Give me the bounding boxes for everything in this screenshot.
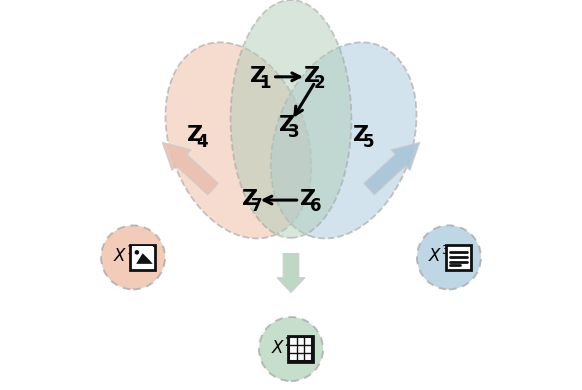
- Circle shape: [101, 225, 165, 289]
- Circle shape: [259, 317, 323, 381]
- Text: $X^1$: $X^1$: [112, 246, 134, 266]
- Ellipse shape: [271, 42, 417, 239]
- Text: Z: Z: [300, 189, 317, 209]
- Text: 2: 2: [314, 74, 325, 92]
- Circle shape: [417, 225, 481, 289]
- FancyArrow shape: [277, 254, 305, 292]
- Text: Z: Z: [353, 124, 369, 145]
- Circle shape: [134, 250, 139, 255]
- FancyArrow shape: [364, 142, 420, 195]
- Text: Z: Z: [250, 66, 266, 86]
- Ellipse shape: [165, 42, 311, 239]
- Polygon shape: [133, 253, 153, 264]
- FancyBboxPatch shape: [288, 336, 313, 362]
- Text: Z: Z: [304, 66, 321, 86]
- Text: $X^2$: $X^2$: [271, 337, 292, 358]
- FancyBboxPatch shape: [132, 246, 154, 257]
- Text: 1: 1: [259, 74, 271, 92]
- Text: 7: 7: [251, 197, 263, 215]
- FancyBboxPatch shape: [446, 245, 471, 270]
- FancyArrow shape: [162, 142, 218, 195]
- Text: 4: 4: [197, 133, 208, 151]
- Text: Z: Z: [242, 189, 258, 209]
- FancyBboxPatch shape: [130, 245, 155, 270]
- Text: Z: Z: [279, 115, 295, 135]
- Text: $X^3$: $X^3$: [428, 246, 450, 266]
- Text: 3: 3: [288, 123, 300, 141]
- Ellipse shape: [230, 0, 352, 238]
- Text: 6: 6: [310, 197, 321, 215]
- Text: Z: Z: [187, 124, 204, 145]
- Text: 5: 5: [363, 133, 374, 151]
